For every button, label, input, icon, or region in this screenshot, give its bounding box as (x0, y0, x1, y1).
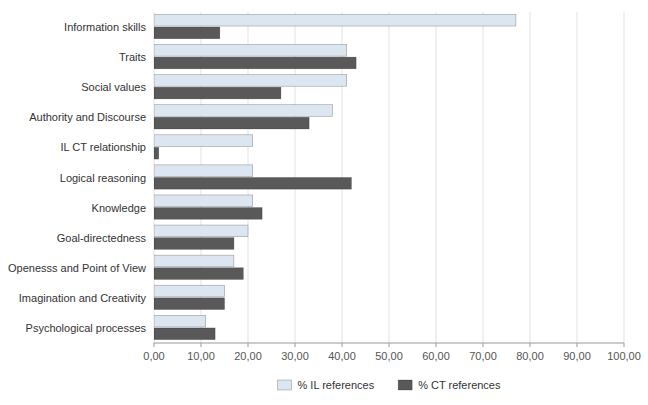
bar (154, 44, 347, 56)
bar (154, 75, 347, 87)
tick-mark (248, 343, 249, 347)
bar (154, 315, 206, 327)
category-label: Goal-directedness (57, 232, 147, 244)
tick-label: 20,00 (234, 350, 262, 362)
bar (154, 117, 309, 129)
category-label: Authority and Discourse (29, 111, 146, 123)
tick-label: 80,00 (516, 350, 544, 362)
tick-mark (436, 343, 437, 347)
legend-swatch (398, 380, 412, 390)
bar (154, 268, 243, 280)
category-label: Logical reasoning (60, 172, 146, 184)
grid-line (483, 12, 484, 343)
bar (154, 298, 225, 310)
bars (154, 14, 516, 339)
tick-label: 0,00 (143, 350, 164, 362)
tick-mark (342, 343, 343, 347)
tick-mark (389, 343, 390, 347)
tick-label: 70,00 (469, 350, 497, 362)
tick-label: 40,00 (328, 350, 356, 362)
bar (154, 14, 516, 26)
bar (154, 105, 333, 117)
tick-mark (624, 343, 625, 347)
grid-line (530, 12, 531, 343)
bar (154, 255, 234, 267)
bar (154, 225, 248, 237)
tick-mark (154, 343, 155, 347)
grid (154, 12, 624, 343)
grid-line (389, 12, 390, 343)
bar (154, 135, 253, 147)
bar (154, 208, 262, 220)
grid-line (577, 12, 578, 343)
legend-item: % IL references (278, 379, 375, 391)
legend-swatch (278, 380, 292, 390)
category-label: Openesss and Point of View (8, 262, 146, 274)
legend-label: % CT references (418, 379, 501, 391)
tick-label: 100,00 (607, 350, 641, 362)
bar (154, 147, 159, 159)
grid-line (436, 12, 437, 343)
legend: % IL references % CT references (278, 379, 501, 391)
tick-label: 60,00 (422, 350, 450, 362)
category-label: Traits (119, 51, 147, 63)
category-label: Information skills (64, 21, 146, 33)
category-label: Imagination and Creativity (19, 292, 147, 304)
bar (154, 57, 356, 69)
grid-line (624, 12, 625, 343)
bar (154, 27, 220, 39)
bar (154, 87, 281, 99)
bar (154, 165, 253, 177)
category-label: Knowledge (92, 202, 146, 214)
category-label: Social values (81, 81, 146, 93)
bar (154, 195, 253, 207)
tick-mark (577, 343, 578, 347)
bar (154, 328, 215, 340)
tick-label: 50,00 (375, 350, 403, 362)
bar (154, 238, 234, 250)
category-label: Psychological processes (26, 322, 147, 334)
x-axis (154, 343, 624, 344)
tick-mark (530, 343, 531, 347)
chart: 0,00 10,00 20,00 30,00 40,00 50,00 60,00 70,00 8… (0, 0, 648, 405)
tick-mark (201, 343, 202, 347)
tick-label: 10,00 (187, 350, 215, 362)
tick-mark (483, 343, 484, 347)
tick-label: 90,00 (563, 350, 591, 362)
bar (154, 178, 351, 190)
legend-label: % IL references (298, 379, 375, 391)
tick-label: 30,00 (281, 350, 309, 362)
tick-mark (295, 343, 296, 347)
category-label: IL CT relationship (60, 141, 146, 153)
bar (154, 285, 225, 297)
legend-item: % CT references (398, 379, 501, 391)
